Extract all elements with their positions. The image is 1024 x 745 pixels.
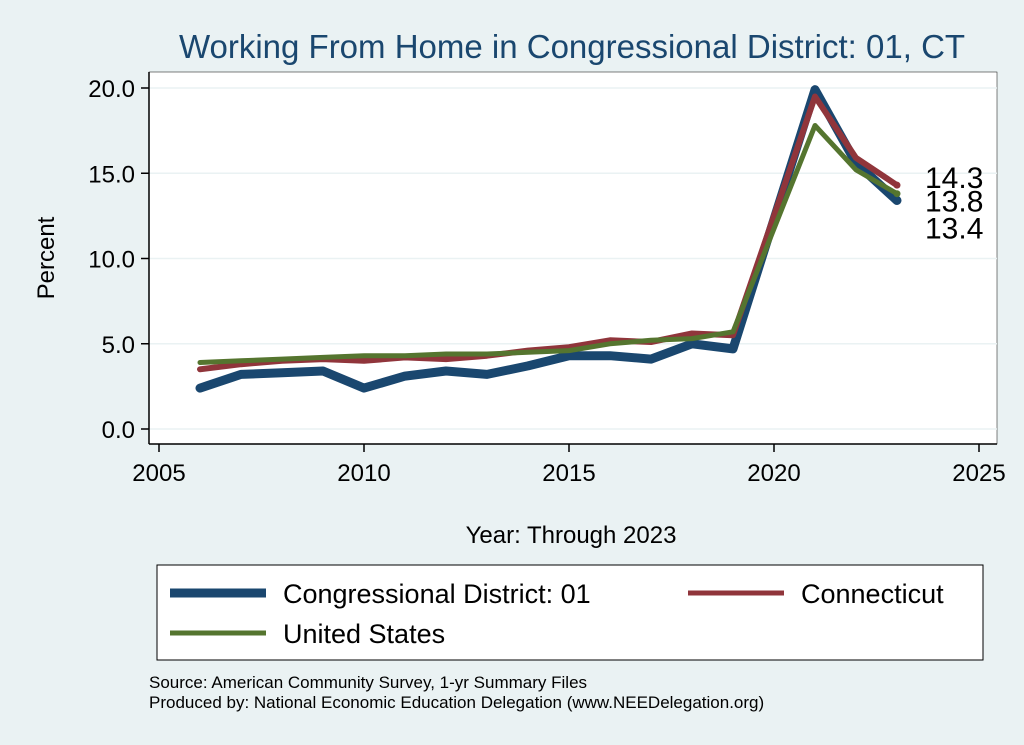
x-tick-label: 2005 (132, 460, 185, 487)
y-ticks: 0.0 5.0 10.0 15.0 20.0 (88, 76, 149, 444)
y-tick-label: 10.0 (88, 247, 135, 274)
x-ticks: 2005 2010 2015 2020 2025 (132, 444, 1006, 487)
x-axis-label: Year: Through 2023 (466, 522, 677, 549)
y-tick-label: 5.0 (102, 332, 135, 359)
x-tick-label: 2020 (747, 460, 800, 487)
end-label-us: 13.8 (925, 186, 983, 219)
end-point (893, 181, 901, 189)
x-tick-label: 2025 (952, 460, 1005, 487)
y-axis-label: Percent (33, 216, 60, 299)
produced-by-note: Produced by: National Economic Education… (149, 693, 764, 712)
source-note: Source: American Community Survey, 1-yr … (149, 673, 587, 692)
legend: Congressional District: 01 Connecticut U… (156, 564, 984, 661)
end-label-district: 13.4 (925, 213, 983, 246)
legend-box (156, 564, 984, 661)
chart-title: Working From Home in Congressional Distr… (179, 28, 965, 65)
end-labels: 13.4 14.313.8 (925, 162, 983, 245)
legend-label-district: Congressional District: 01 (283, 579, 591, 609)
end-point (893, 197, 901, 205)
end-label-connecticut: 14.3 (925, 162, 983, 195)
x-tick-label: 2015 (542, 460, 595, 487)
x-tick-label: 2010 (337, 460, 390, 487)
y-tick-label: 0.0 (102, 417, 135, 444)
legend-label-connecticut: Connecticut (801, 579, 944, 609)
series-line-us (197, 123, 900, 365)
series-lines (195, 85, 902, 393)
y-tick-label: 15.0 (88, 161, 135, 188)
end-point (893, 190, 901, 198)
legend-label-us: United States (283, 619, 445, 649)
y-tick-label: 20.0 (88, 76, 135, 103)
